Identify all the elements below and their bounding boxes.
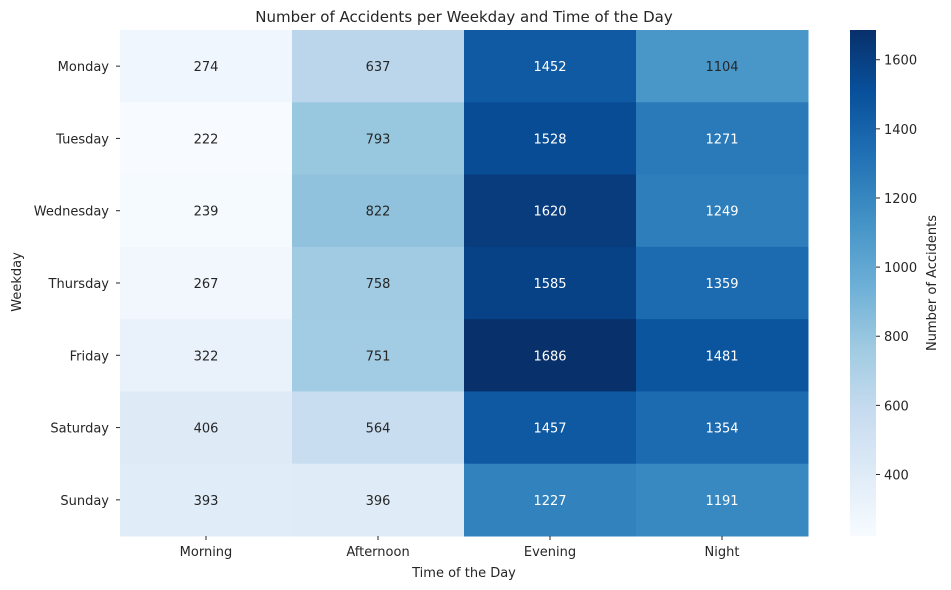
y-tick-label: Sunday	[60, 494, 109, 509]
y-tick-label: Monday	[58, 60, 110, 75]
heatmap-cell-4-3	[636, 319, 809, 392]
x-tick-label: Evening	[524, 545, 576, 560]
colorbar-tick-label: 1400	[884, 123, 917, 138]
y-tick-label: Saturday	[50, 422, 109, 437]
heatmap-cell-0-1	[292, 30, 465, 103]
heatmap-cell-6-0	[120, 463, 293, 537]
cell-value-label: 564	[366, 422, 391, 437]
colorbar-tick-label: 400	[884, 468, 909, 483]
cell-value-label: 1249	[705, 205, 738, 220]
cell-value-label: 274	[194, 60, 219, 75]
heatmap-cell-1-1	[292, 102, 465, 176]
heatmap-cell-4-0	[120, 319, 293, 392]
colorbar	[850, 30, 876, 536]
y-tick-label: Wednesday	[34, 205, 110, 220]
y-axis-label: Weekday	[10, 252, 25, 312]
cell-value-label: 758	[366, 277, 391, 292]
colorbar-tick-label: 800	[884, 330, 909, 345]
heatmap-cell-0-0	[120, 30, 293, 103]
cell-value-label: 1686	[533, 349, 566, 364]
cell-value-label: 637	[366, 60, 391, 75]
heatmap-cell-3-1	[292, 246, 465, 320]
heatmap-cell-5-1	[292, 391, 465, 465]
colorbar-ticks: 400 600 800 1000 1200 1400 1600	[876, 54, 917, 483]
cell-value-label: 1354	[705, 422, 738, 437]
x-tick-label: Morning	[180, 545, 233, 560]
cell-value-label: 396	[366, 494, 391, 509]
y-axis-ticks: Monday Tuesday Wednesday Thursday Friday Satu…	[34, 60, 120, 509]
heatmap-cell-6-3	[636, 463, 809, 537]
heatmap-cell-6-1	[292, 463, 465, 537]
heatmap-cell-2-3	[636, 174, 809, 248]
heatmap-cell-5-3	[636, 391, 809, 465]
colorbar-label: Number of Accidents	[925, 215, 940, 351]
heatmap-cell-0-3	[636, 30, 809, 103]
heatmap-cell-0-2	[464, 30, 637, 103]
chart-title: Number of Accidents per Weekday and Time…	[255, 8, 673, 26]
heatmap-cells: 274 637 1452 1104 222 793 1528 1271 239 822 1620 12…	[120, 30, 809, 537]
x-tick-label: Afternoon	[346, 545, 409, 560]
cell-value-label: 1457	[533, 422, 566, 437]
cell-value-label: 751	[366, 349, 391, 364]
cell-value-label: 1481	[705, 349, 738, 364]
cell-value-label: 393	[194, 494, 219, 509]
heatmap-cell-6-2	[464, 463, 637, 537]
cell-value-label: 1271	[705, 132, 738, 147]
heatmap-cell-1-0	[120, 102, 293, 176]
heatmap-cell-3-2	[464, 246, 637, 320]
heatmap-cell-3-0	[120, 246, 293, 320]
cell-value-label: 267	[194, 277, 219, 292]
cell-value-label: 1104	[705, 60, 738, 75]
y-tick-label: Thursday	[48, 277, 110, 292]
cell-value-label: 322	[194, 349, 219, 364]
heatmap-cell-5-0	[120, 391, 293, 465]
cell-value-label: 793	[366, 132, 391, 147]
colorbar-tick-label: 1200	[884, 192, 917, 207]
cell-value-label: 1452	[533, 60, 566, 75]
cell-value-label: 1227	[533, 494, 566, 509]
y-tick-label: Friday	[70, 349, 110, 364]
colorbar-tick-label: 1000	[884, 261, 917, 276]
cell-value-label: 406	[194, 422, 219, 437]
heatmap-cell-1-3	[636, 102, 809, 176]
cell-value-label: 1191	[705, 494, 738, 509]
heatmap-cell-4-2	[464, 319, 637, 392]
heatmap-cell-5-2	[464, 391, 637, 465]
heatmap-cell-2-0	[120, 174, 293, 248]
heatmap-cell-3-3	[636, 246, 809, 320]
heatmap-cell-1-2	[464, 102, 637, 176]
heatmap-cell-2-1	[292, 174, 465, 248]
cell-value-label: 822	[366, 205, 391, 220]
cell-value-label: 1585	[533, 277, 566, 292]
cell-value-label: 239	[194, 205, 219, 220]
colorbar-tick-label: 600	[884, 399, 909, 414]
x-axis-label: Time of the Day	[411, 566, 516, 581]
x-tick-label: Night	[705, 545, 740, 560]
heatmap-cell-4-1	[292, 319, 465, 392]
heatmap-cell-2-2	[464, 174, 637, 248]
cell-value-label: 1359	[705, 277, 738, 292]
cell-value-label: 1620	[533, 205, 566, 220]
cell-value-label: 1528	[533, 132, 566, 147]
y-tick-label: Tuesday	[55, 132, 109, 147]
cell-value-label: 222	[194, 132, 219, 147]
colorbar-tick-label: 1600	[884, 54, 917, 69]
x-axis-ticks: Morning Afternoon Evening Night	[180, 536, 740, 560]
